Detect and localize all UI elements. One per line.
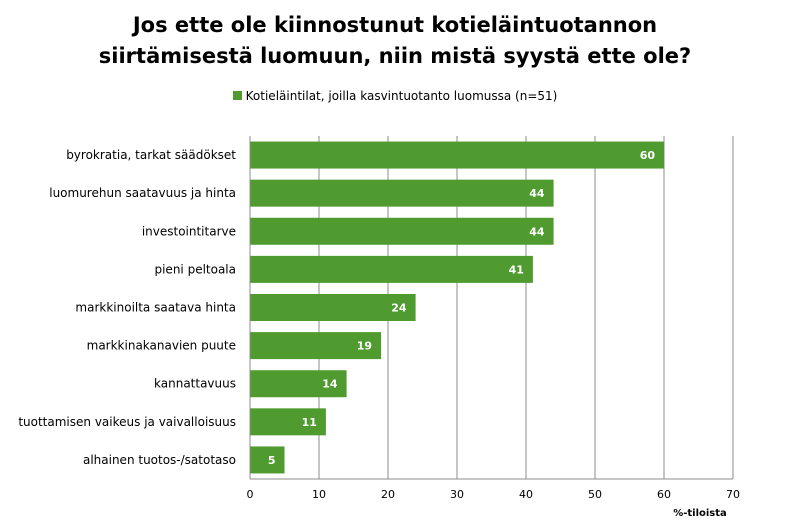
category-label-0: byrokratia, tarkat säädökset xyxy=(66,148,236,162)
bar-4 xyxy=(250,294,416,321)
category-label-5: markkinakanavien puute xyxy=(87,339,236,353)
value-label-2: 44 xyxy=(529,225,545,238)
category-label-7: tuottamisen vaikeus ja vaivalloisuus xyxy=(18,415,236,429)
x-tick-label-1: 10 xyxy=(312,488,326,501)
legend-swatch xyxy=(232,91,242,100)
x-tick-label-4: 40 xyxy=(519,488,533,501)
value-label-7: 11 xyxy=(302,416,317,429)
value-label-3: 41 xyxy=(509,263,524,276)
value-label-1: 44 xyxy=(529,187,545,200)
bar-8 xyxy=(250,446,285,474)
category-label-3: pieni peltoala xyxy=(154,262,236,276)
category-label-1: luomurehun saatavuus ja hinta xyxy=(49,186,236,200)
x-tick-label-3: 30 xyxy=(450,488,464,501)
bar-5 xyxy=(250,332,382,360)
legend-label: Kotieläintilat, joilla kasvintuotanto lu… xyxy=(245,89,558,103)
x-tick-label-5: 50 xyxy=(588,488,602,501)
bar-3 xyxy=(250,255,533,283)
x-tick-label-6: 60 xyxy=(657,488,671,501)
value-label-6: 14 xyxy=(322,378,338,391)
x-tick-label-0: 0 xyxy=(247,488,254,501)
x-axis-title: %-tiloista xyxy=(673,508,727,519)
chart-legend: Kotieläintilat, joilla kasvintuotanto lu… xyxy=(0,88,790,104)
category-label-8: alhainen tuotos-/satotaso xyxy=(83,453,236,467)
bar-7 xyxy=(250,408,326,436)
bar-1 xyxy=(250,179,554,207)
bar-6 xyxy=(250,370,347,398)
category-label-4: markkinoilta saatava hinta xyxy=(75,301,236,315)
chart-title-line-1: Jos ette ole kiinnostunut kotieläintuota… xyxy=(132,13,658,37)
bar-2 xyxy=(250,217,554,245)
value-label-8: 5 xyxy=(268,454,276,467)
chart-title-line-2: siirtämisestä luomuun, niin mistä syystä… xyxy=(98,44,692,68)
value-label-5: 19 xyxy=(357,340,372,353)
x-tick-label-7: 70 xyxy=(726,488,740,501)
value-label-4: 24 xyxy=(391,302,407,315)
category-label-2: investointitarve xyxy=(142,224,236,238)
chart-title: Jos ette ole kiinnostunut kotieläintuota… xyxy=(0,10,790,72)
category-label-6: kannattavuus xyxy=(154,377,236,391)
value-label-0: 60 xyxy=(640,149,656,162)
bar-0 xyxy=(250,141,664,169)
x-tick-label-2: 20 xyxy=(381,488,395,501)
